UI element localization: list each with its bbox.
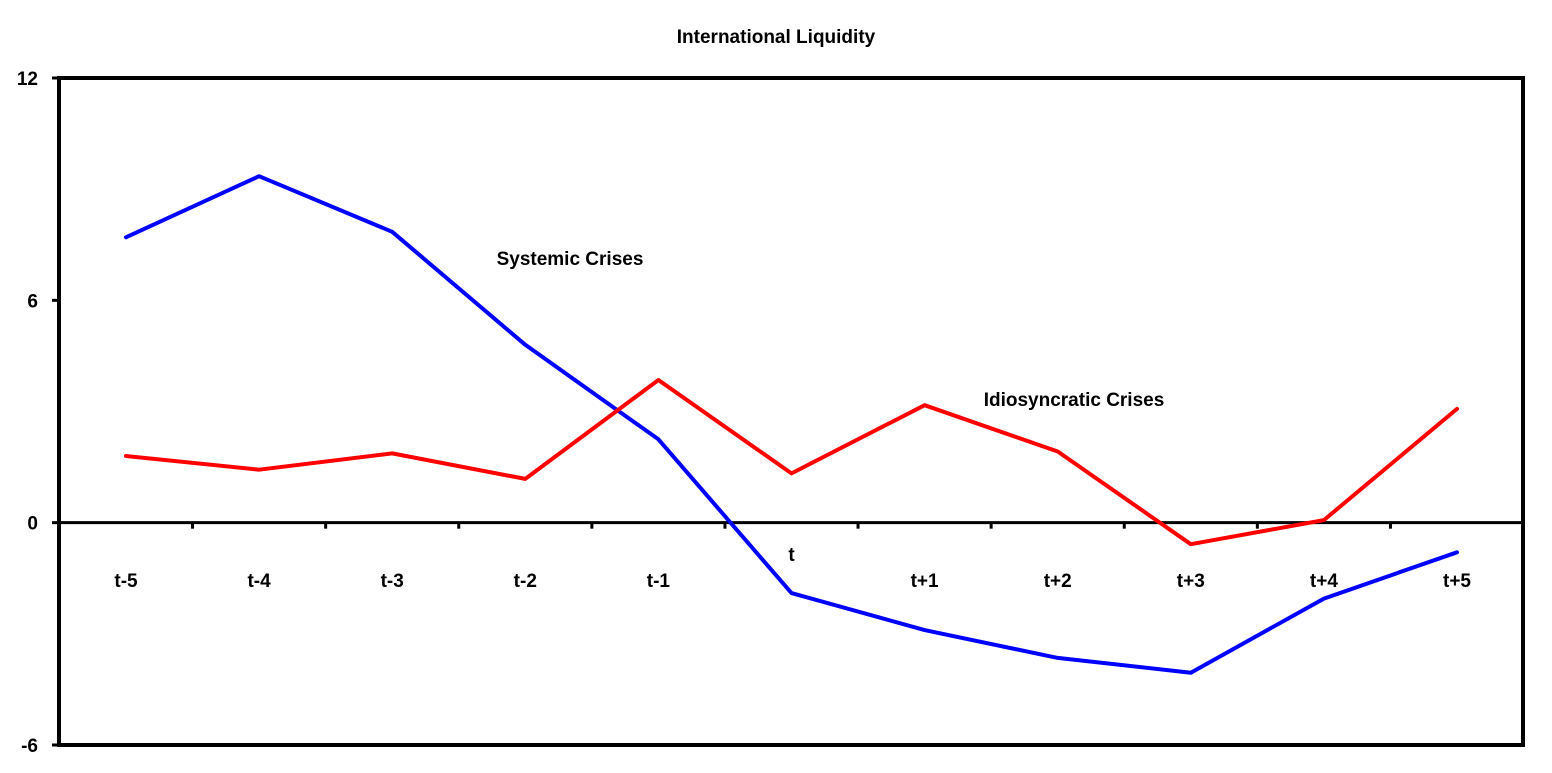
plot-border [57, 76, 1525, 747]
x-tick-label: t+4 [1310, 571, 1338, 592]
x-tick-label: t+5 [1443, 571, 1471, 592]
y-tick-label: 0 [27, 514, 38, 535]
y-tick-label: 12 [17, 69, 38, 90]
x-tick-label: t-3 [381, 571, 404, 592]
x-tick-label: t+3 [1177, 571, 1205, 592]
plot-frame [57, 76, 1525, 747]
series-label: Systemic Crises [497, 249, 644, 270]
systemic-crises-line [124, 174, 1459, 675]
y-tick-label: 6 [27, 291, 38, 312]
x-tick-label: t+2 [1044, 571, 1072, 592]
series-labels: Systemic Crises Idiosyncratic Crises [497, 249, 1165, 411]
tick-labels: -6 0 6 12 t-5 t-4 t-3 t-2 t-1 t t+1 t+2 t+3 t+4 t+5 [17, 69, 1472, 757]
series-label: Idiosyncratic Crises [984, 390, 1165, 411]
x-tick-label: t-1 [647, 571, 671, 592]
axis-ticks [52, 76, 1392, 747]
x-tick-label: t-2 [514, 571, 537, 592]
x-tick-label: t+1 [911, 571, 939, 592]
x-tick-label: t-5 [114, 571, 138, 592]
series-lines [124, 174, 1459, 675]
idiosyncratic-crises-line [124, 378, 1459, 547]
chart-title: International Liquidity [677, 27, 876, 48]
x-tick-label: t [788, 545, 795, 566]
x-tick-label: t-4 [247, 571, 271, 592]
y-tick-label: -6 [21, 736, 38, 757]
